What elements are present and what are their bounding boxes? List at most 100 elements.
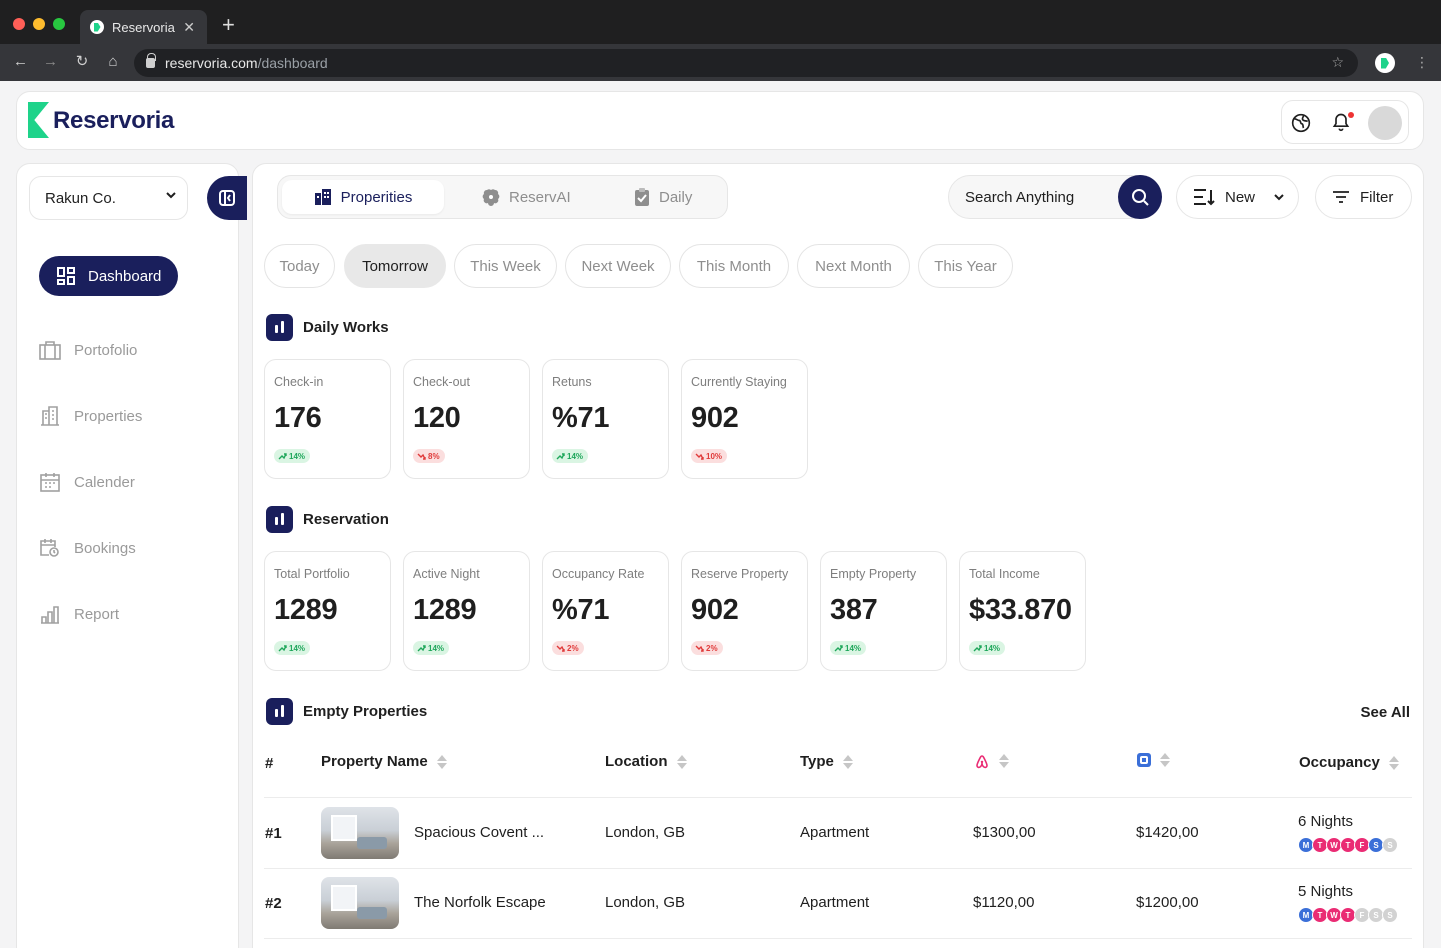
tab-properities[interactable]: Properities — [282, 180, 444, 214]
stat-label: Occupancy Rate — [552, 567, 645, 581]
trend-up-icon — [278, 452, 287, 459]
stat-card[interactable]: Currently Staying 902 10% — [681, 359, 808, 479]
stat-label: Currently Staying — [691, 375, 787, 389]
chevron-down-icon — [166, 192, 176, 199]
stat-card[interactable]: Check-in 176 14% — [264, 359, 391, 479]
row-index: #2 — [265, 895, 282, 912]
booking-icon — [40, 539, 59, 557]
trend-down-icon — [695, 453, 704, 460]
minimize-window-button[interactable] — [33, 18, 45, 30]
collapse-sidebar-button[interactable] — [207, 176, 247, 220]
stat-card[interactable]: Occupancy Rate %71 2% — [542, 551, 669, 671]
see-all-link[interactable]: See All — [1360, 704, 1410, 721]
url-path: /dashboard — [257, 55, 328, 71]
stat-card[interactable]: Retuns %71 14% — [542, 359, 669, 479]
chip-this-year[interactable]: This Year — [918, 244, 1013, 288]
property-thumbnail[interactable] — [321, 877, 399, 929]
chip-this-week[interactable]: This Week — [454, 244, 557, 288]
sidebar-item-label: Properties — [74, 407, 143, 425]
occupancy-nights: 5 Nights — [1298, 883, 1354, 900]
header-actions — [1281, 100, 1409, 144]
airbnb-price: $1120,00 — [973, 894, 1035, 911]
stat-card[interactable]: Total Income $33.870 14% — [959, 551, 1086, 671]
search-input[interactable]: Search Anything — [965, 188, 1075, 206]
column-location[interactable]: Location — [605, 753, 687, 770]
maximize-window-button[interactable] — [53, 18, 65, 30]
search-icon — [1132, 189, 1149, 206]
building-icon — [314, 189, 331, 205]
column-airbnb[interactable] — [974, 753, 1009, 769]
row-index: #1 — [265, 825, 282, 842]
tab-reservai[interactable]: ReservAI — [468, 180, 585, 214]
airbnb-price: $1300,00 — [973, 824, 1036, 841]
booking-price: $1420,00 — [1136, 824, 1199, 841]
tab-daily[interactable]: Daily — [620, 180, 706, 214]
sidebar-item-bookings[interactable]: Bookings — [39, 538, 136, 558]
property-name[interactable]: The Norfolk Escape — [414, 894, 546, 911]
sidebar-item-report[interactable]: Report — [39, 604, 119, 624]
back-icon[interactable]: ← — [13, 53, 28, 70]
notification-dot — [1348, 112, 1354, 118]
bell-icon[interactable] — [1331, 112, 1351, 132]
search-field[interactable]: Search Anything — [948, 175, 1162, 219]
sort-icon — [436, 754, 447, 769]
chip-today[interactable]: Today — [264, 244, 335, 288]
day-dot: S — [1382, 907, 1398, 923]
stat-value: 120 — [413, 402, 461, 434]
trend-badge: 10% — [691, 449, 728, 463]
building-icon — [41, 406, 59, 426]
property-thumbnail[interactable] — [321, 807, 399, 859]
browser-menu-icon[interactable]: ⋮ — [1415, 54, 1429, 70]
chip-next-month[interactable]: Next Month — [797, 244, 910, 288]
filter-button[interactable]: Filter — [1315, 175, 1412, 219]
company-select[interactable]: Rakun Co. — [29, 176, 188, 220]
home-icon[interactable]: ⌂ — [108, 53, 118, 70]
stat-card[interactable]: Total Portfolio 1289 14% — [264, 551, 391, 671]
sort-icon — [999, 754, 1009, 768]
stat-card[interactable]: Empty Property 387 14% — [820, 551, 947, 671]
reload-icon[interactable]: ↻ — [75, 53, 89, 70]
close-tab-icon[interactable]: ✕ — [183, 18, 195, 35]
column-type[interactable]: Type — [800, 753, 853, 770]
sidebar-item-dashboard[interactable]: Dashboard — [39, 256, 178, 296]
stat-value: %71 — [552, 594, 610, 626]
avatar[interactable] — [1368, 106, 1402, 140]
column-booking[interactable] — [1137, 753, 1170, 767]
sidebar-item-calender[interactable]: Calender — [39, 472, 135, 492]
sidebar-item-properties[interactable]: Properties — [39, 406, 142, 426]
bookmark-star-icon[interactable]: ☆ — [1331, 54, 1344, 70]
favicon-icon — [90, 20, 104, 34]
globe-icon[interactable] — [1291, 113, 1311, 133]
clipboard-check-icon — [635, 188, 649, 206]
column-occupancy[interactable]: Occupancy — [1299, 754, 1399, 771]
browser-tab[interactable]: Reservoria ✕ — [80, 10, 207, 44]
stat-card[interactable]: Active Night 1289 14% — [403, 551, 530, 671]
logo[interactable]: Reservoria — [28, 102, 174, 138]
day-dot: S — [1368, 907, 1384, 923]
sidebar: Rakun Co. Dashboard Portofolio Propertie… — [16, 163, 247, 948]
sort-icon — [842, 754, 853, 769]
logo-text: Reservoria — [53, 107, 175, 134]
column-property-name[interactable]: Property Name — [321, 753, 447, 770]
stat-card[interactable]: Check-out 120 8% — [403, 359, 530, 479]
url-bar[interactable]: reservoria.com/dashboard ☆ — [134, 49, 1358, 77]
trend-value: 14% — [984, 643, 1001, 653]
daily-works-heading: Daily Works — [266, 314, 389, 341]
stat-label: Empty Property — [830, 567, 917, 581]
extension-icon[interactable] — [1375, 53, 1395, 73]
chip-this-month[interactable]: This Month — [679, 244, 789, 288]
chip-tomorrow[interactable]: Tomorrow — [344, 244, 446, 288]
forward-icon[interactable]: → — [43, 53, 58, 70]
new-button[interactable]: New — [1176, 175, 1299, 219]
report-icon — [41, 606, 59, 624]
close-window-button[interactable] — [13, 18, 25, 30]
property-name[interactable]: Spacious Covent ... — [414, 824, 545, 841]
stat-card[interactable]: Reserve Property 902 2% — [681, 551, 808, 671]
sidebar-item-portofolio[interactable]: Portofolio — [39, 340, 137, 360]
chip-next-week[interactable]: Next Week — [565, 244, 671, 288]
trend-value: 10% — [706, 451, 723, 461]
stat-label: Check-out — [413, 375, 470, 389]
sidebar-item-label: Bookings — [74, 539, 136, 557]
search-button[interactable] — [1118, 175, 1162, 219]
new-tab-icon[interactable]: + — [222, 12, 235, 37]
